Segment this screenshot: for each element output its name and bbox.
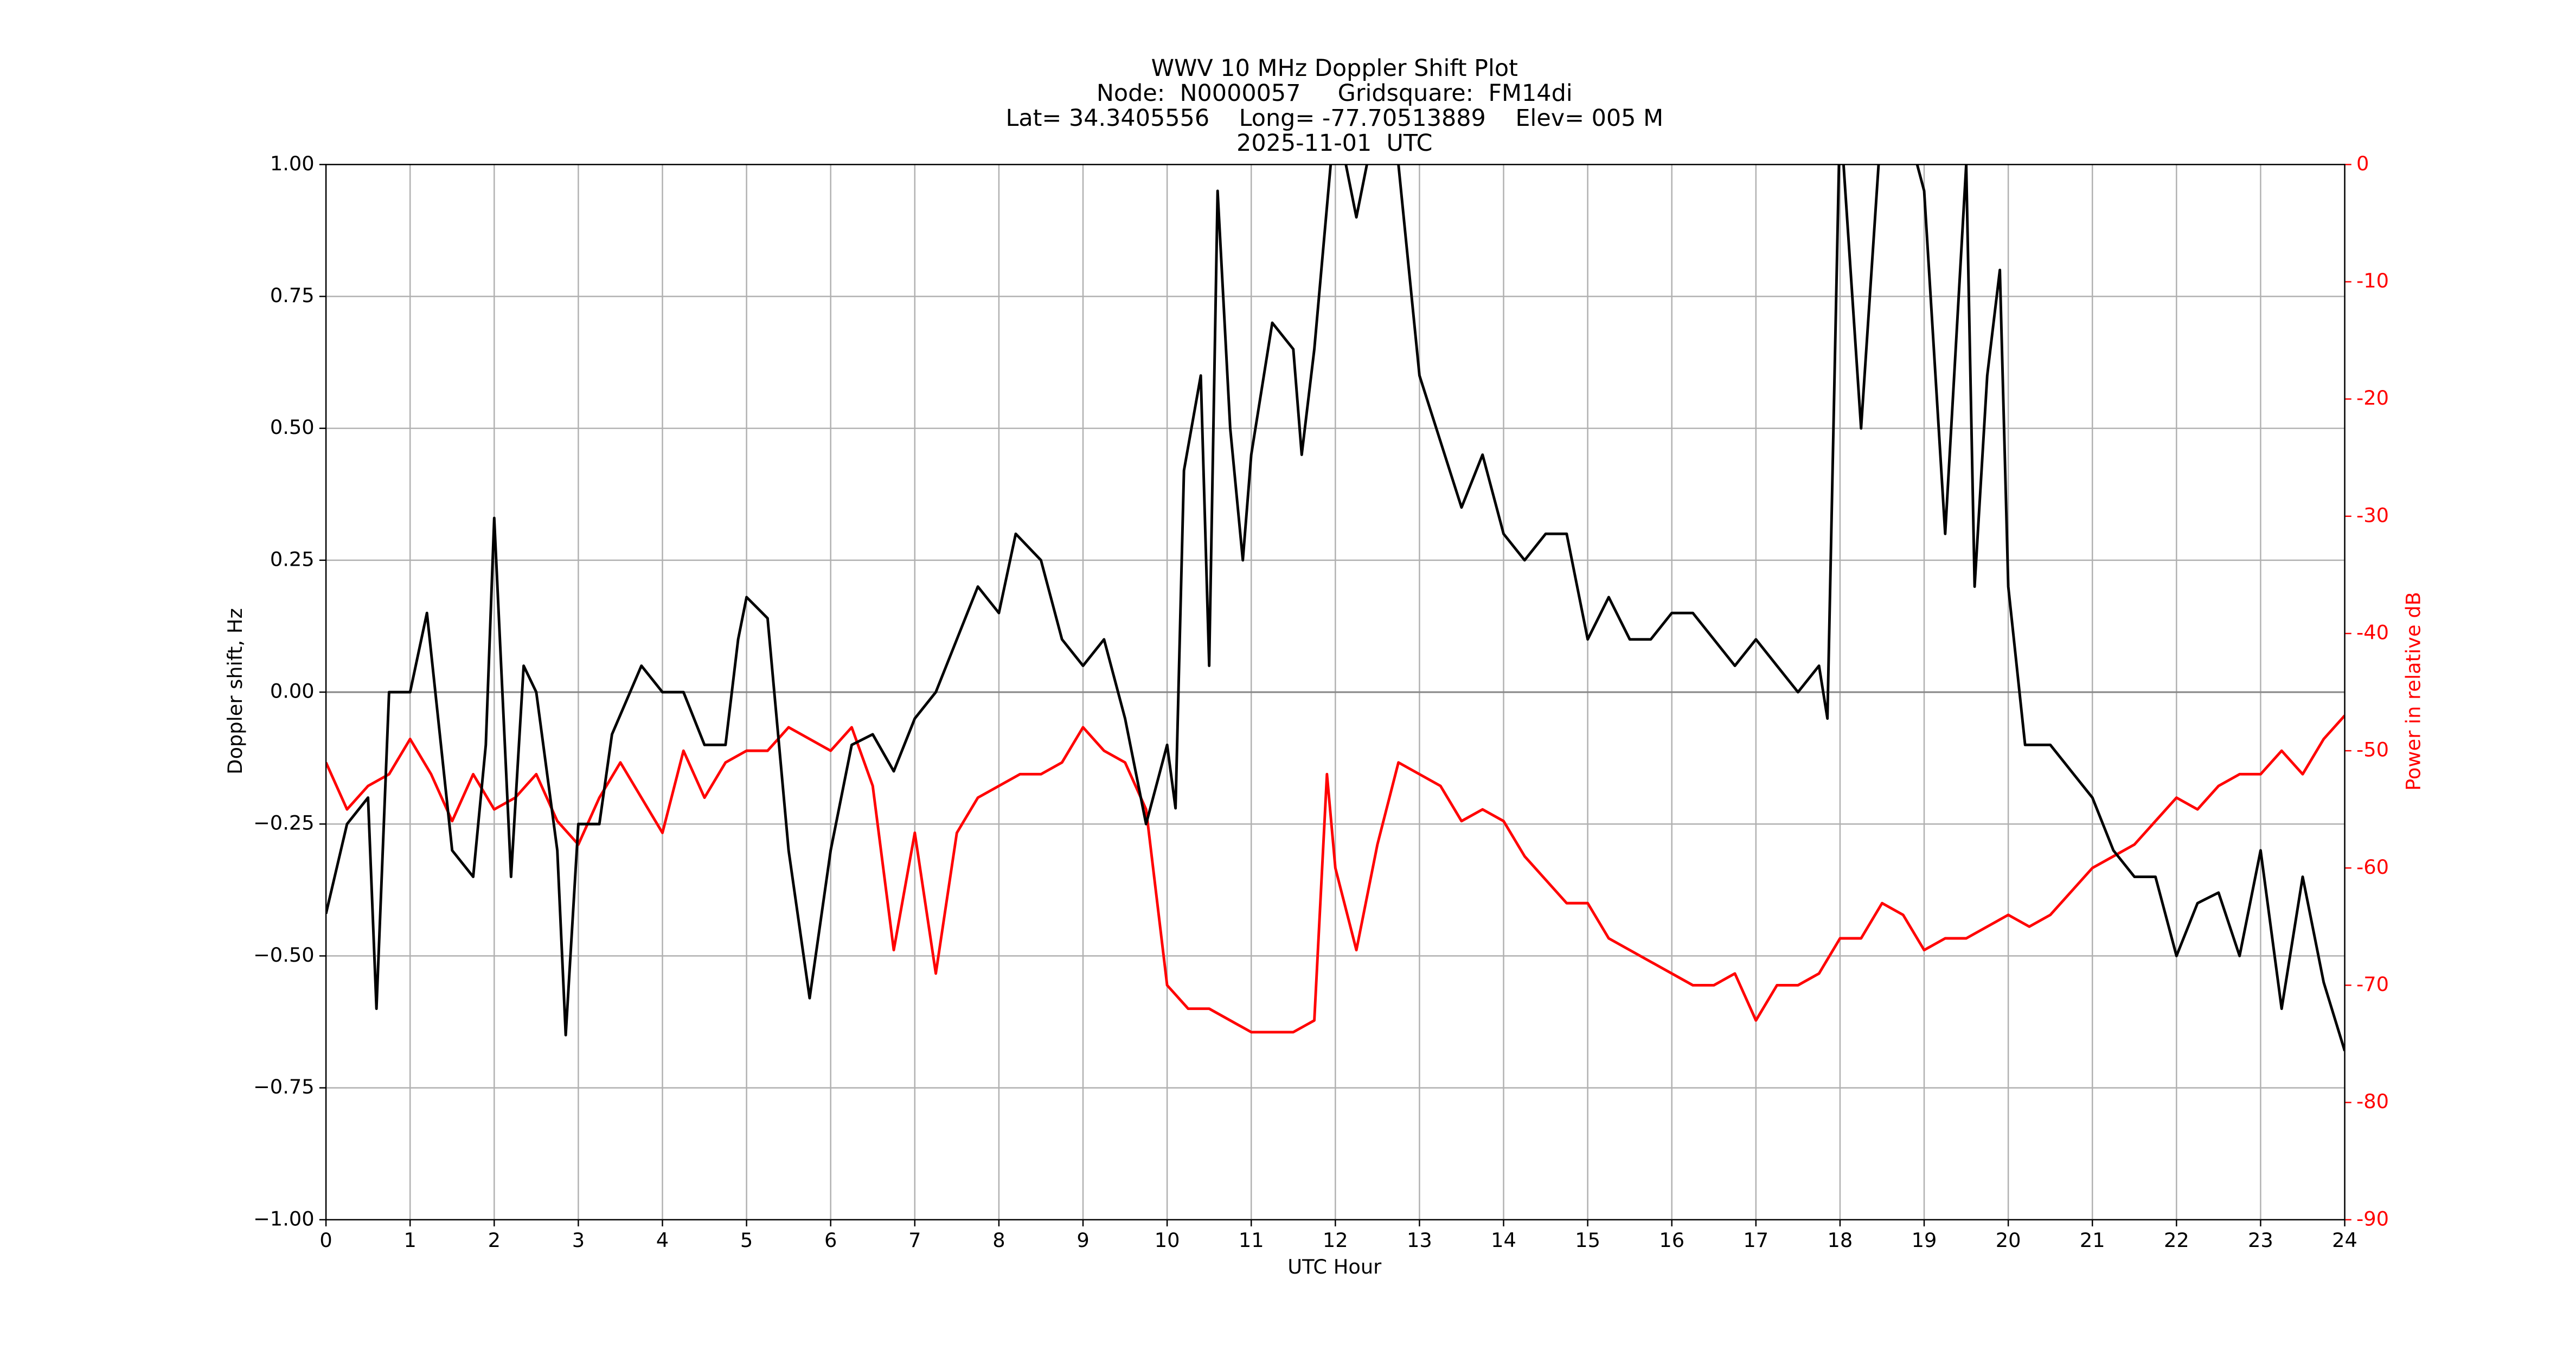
x-tick-label: 4: [656, 1229, 669, 1252]
x-tick-label: 6: [824, 1229, 837, 1252]
x-tick-label: 0: [319, 1229, 332, 1252]
x-tick-label: 1: [404, 1229, 416, 1252]
y-tick-label: 0.25: [270, 547, 315, 571]
y-tick-label: 1.00: [270, 152, 315, 175]
title-line: Lat= 34.3405556 Long= -77.70513889 Elev=…: [1005, 105, 1663, 132]
y2-tick-label: -90: [2356, 1207, 2389, 1230]
title-line: 2025-11-01 UTC: [1236, 130, 1432, 157]
x-tick-label: 5: [740, 1229, 753, 1252]
x-tick-label: 8: [992, 1229, 1005, 1252]
x-tick-label: 21: [2080, 1229, 2105, 1252]
x-tick-label: 3: [572, 1229, 585, 1252]
x-tick-label: 20: [1996, 1229, 2021, 1252]
y-tick-label: −0.75: [253, 1075, 315, 1098]
x-tick-label: 16: [1659, 1229, 1684, 1252]
title-line: Node: N0000057 Gridsquare: FM14di: [1097, 80, 1573, 107]
y2-tick-label: 0: [2356, 152, 2369, 175]
y-tick-label: 0.50: [270, 415, 315, 439]
y-tick-label: 0.00: [270, 680, 315, 703]
y-axis-label: Doppler shift, Hz: [223, 608, 247, 775]
x-tick-label: 10: [1155, 1229, 1180, 1252]
y2-tick-label: -80: [2356, 1090, 2389, 1113]
x-tick-label: 23: [2248, 1229, 2273, 1252]
x-tick-label: 7: [908, 1229, 921, 1252]
title-line: WWV 10 MHz Doppler Shift Plot: [1151, 55, 1518, 82]
x-tick-label: 24: [2332, 1229, 2357, 1252]
x-tick-label: 18: [1828, 1229, 1853, 1252]
y-tick-label: 0.75: [270, 284, 315, 307]
y-tick-label: −1.00: [253, 1207, 315, 1230]
y2-axis-label: Power in relative dB: [2402, 592, 2425, 791]
x-axis-label: UTC Hour: [1287, 1255, 1382, 1278]
plot-frame: [325, 164, 2346, 1220]
series-line: [326, 164, 2345, 1052]
y-tick-label: −0.25: [253, 811, 315, 835]
y2-tick-label: -30: [2356, 503, 2389, 527]
x-tick-label: 13: [1407, 1229, 1432, 1252]
y-tick-label: −0.50: [253, 943, 315, 967]
y2-tick-label: -20: [2356, 386, 2389, 410]
x-tick-label: 15: [1575, 1229, 1600, 1252]
y2-tick-label: -10: [2356, 269, 2389, 292]
x-tick-label: 9: [1076, 1229, 1089, 1252]
x-tick-label: 17: [1743, 1229, 1768, 1252]
x-tick-label: 22: [2164, 1229, 2189, 1252]
x-tick-label: 2: [488, 1229, 501, 1252]
series-line: [326, 714, 2345, 1034]
y2-tick-label: -40: [2356, 621, 2389, 644]
x-tick-label: 19: [1912, 1229, 1937, 1252]
x-tick-label: 12: [1323, 1229, 1348, 1252]
x-tick-label: 11: [1239, 1229, 1264, 1252]
y2-tick-label: -50: [2356, 738, 2389, 762]
x-tick-label: 14: [1491, 1229, 1516, 1252]
y2-tick-label: -60: [2356, 855, 2389, 879]
y2-tick-label: -70: [2356, 973, 2389, 996]
